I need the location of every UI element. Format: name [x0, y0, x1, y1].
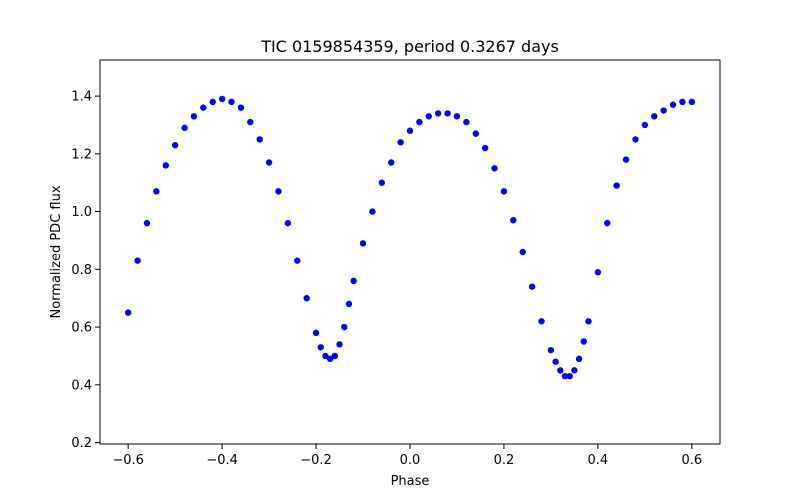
- data-point: [425, 113, 432, 120]
- y-tick-label: 1.2: [71, 147, 92, 162]
- data-point: [153, 188, 160, 195]
- scatter-points: [124, 95, 696, 380]
- data-point: [491, 165, 498, 172]
- data-point: [247, 118, 254, 126]
- data-point: [434, 110, 442, 117]
- x-tick-label: −0.6: [112, 453, 144, 468]
- data-point: [669, 101, 677, 108]
- data-point: [190, 113, 198, 120]
- data-point: [341, 323, 348, 331]
- x-tick-label: 0.6: [681, 453, 702, 468]
- data-point: [369, 208, 376, 215]
- data-point: [331, 352, 339, 360]
- data-point: [561, 372, 569, 380]
- data-point: [453, 113, 461, 120]
- data-point: [463, 118, 470, 126]
- data-point: [500, 188, 508, 195]
- data-point: [265, 159, 273, 166]
- data-point: [575, 355, 583, 363]
- data-point: [171, 141, 179, 149]
- data-point: [622, 156, 630, 163]
- data-point: [294, 257, 301, 264]
- data-point: [336, 341, 343, 348]
- data-point: [557, 367, 564, 374]
- y-axis-label: Normalized PDC flux: [49, 185, 64, 318]
- x-tick-label: 0.0: [400, 453, 421, 468]
- data-point: [378, 179, 386, 186]
- data-point: [660, 107, 667, 114]
- y-tick-label: 0.8: [71, 263, 92, 278]
- data-point: [481, 144, 489, 152]
- data-point: [181, 124, 188, 132]
- data-point: [538, 318, 545, 325]
- data-point: [528, 283, 536, 290]
- data-point: [256, 136, 263, 143]
- data-point: [613, 182, 620, 189]
- data-point: [284, 219, 292, 227]
- x-tick-label: −0.2: [300, 453, 332, 468]
- data-point: [585, 318, 592, 325]
- data-point: [350, 277, 357, 285]
- data-point: [275, 188, 282, 195]
- data-point: [651, 113, 658, 120]
- data-point: [510, 217, 517, 224]
- data-point: [552, 358, 559, 365]
- data-point: [604, 219, 611, 227]
- data-point: [444, 110, 451, 117]
- y-axis-ticks: 0.2 0.4 0.6 0.8 1.0 1.2 1.4: [71, 90, 100, 451]
- data-point: [388, 159, 395, 166]
- data-point: [580, 338, 587, 345]
- data-point: [322, 352, 329, 360]
- x-axis-ticks: −0.6 −0.4 −0.2 0.0 0.2 0.4 0.6: [112, 444, 702, 468]
- chart-title: TIC 0159854359, period 0.3267 days: [260, 37, 559, 56]
- data-point: [688, 98, 696, 106]
- data-point: [472, 130, 479, 137]
- data-point: [345, 300, 353, 308]
- data-point: [317, 344, 324, 351]
- x-axis-label: Phase: [391, 474, 430, 489]
- data-point: [162, 162, 169, 169]
- y-tick-label: 0.2: [71, 436, 92, 451]
- data-point: [679, 98, 686, 106]
- data-point: [641, 121, 649, 129]
- data-point: [594, 269, 602, 276]
- x-tick-label: 0.4: [588, 453, 609, 468]
- data-point: [632, 136, 639, 143]
- data-point: [209, 98, 216, 106]
- y-tick-label: 1.4: [71, 90, 92, 105]
- data-point: [397, 139, 404, 146]
- x-tick-label: −0.4: [206, 453, 238, 468]
- data-point: [228, 98, 235, 106]
- data-point: [134, 257, 141, 264]
- data-point: [218, 95, 226, 103]
- data-point: [143, 219, 151, 227]
- data-point: [303, 295, 310, 302]
- data-point: [547, 346, 555, 354]
- y-tick-label: 0.6: [71, 321, 92, 336]
- x-tick-label: 0.2: [494, 453, 515, 468]
- data-point: [237, 104, 245, 111]
- data-point: [566, 372, 573, 380]
- data-point: [124, 309, 132, 316]
- y-tick-label: 1.0: [71, 205, 92, 220]
- data-point: [359, 240, 367, 247]
- data-point: [312, 329, 320, 337]
- data-point: [406, 127, 414, 134]
- data-point: [416, 118, 423, 126]
- data-point: [200, 104, 207, 111]
- data-point: [519, 248, 526, 256]
- data-point: [326, 355, 334, 363]
- y-tick-label: 0.4: [71, 378, 92, 393]
- data-point: [571, 367, 578, 374]
